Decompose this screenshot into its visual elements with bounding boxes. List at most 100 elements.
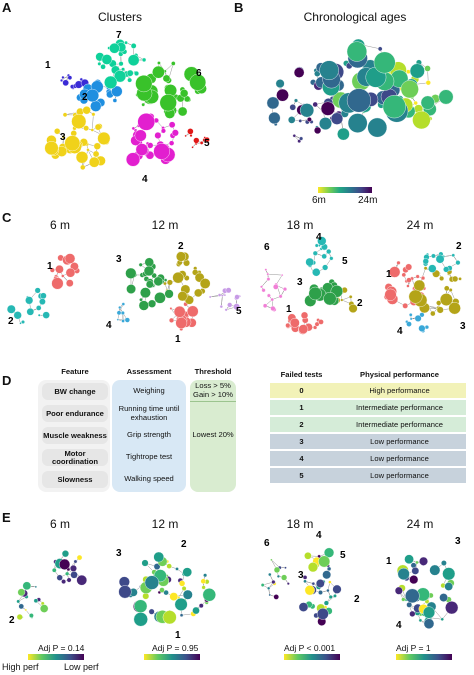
network-node: [112, 98, 118, 103]
network-node: [168, 140, 175, 146]
network-node: [160, 128, 166, 134]
network-node: [164, 289, 174, 299]
network-node: [65, 571, 70, 576]
panel-b-letter: B: [234, 0, 244, 15]
network-node: [66, 577, 72, 583]
network-node: [113, 70, 127, 83]
network-node: [124, 40, 128, 45]
network-node: [317, 236, 327, 246]
feature-slowness: Slowness: [42, 471, 108, 488]
physical-performance-cell: Low performance: [370, 454, 429, 463]
network-node: [227, 302, 233, 308]
network-node: [445, 601, 459, 615]
failed-tests-cell: 1: [299, 403, 304, 412]
network-node: [298, 119, 303, 123]
c6-label-1: 1: [47, 261, 53, 272]
network-node: [276, 574, 281, 578]
network-node: [412, 110, 431, 130]
network-node: [315, 579, 325, 588]
network-node: [286, 582, 290, 586]
network-node: [175, 567, 179, 571]
pvalue-24m: Adj P = 1: [396, 643, 431, 653]
network-node: [153, 276, 164, 287]
network-node: [266, 293, 271, 298]
c24-label-4: 4: [397, 326, 403, 337]
network-node: [430, 310, 436, 317]
network-node: [233, 303, 241, 311]
network-node: [189, 73, 207, 91]
panel-e-age-24m: 24 m: [406, 517, 434, 531]
network-node: [159, 587, 165, 593]
network-node: [39, 298, 46, 305]
network-node: [405, 263, 413, 271]
network-node: [16, 599, 21, 604]
network-node: [367, 117, 388, 138]
network-node: [266, 277, 271, 281]
network-node: [51, 277, 64, 290]
network-node: [287, 116, 296, 124]
c18-label-2: 2: [357, 298, 363, 309]
network-node: [37, 313, 41, 317]
network-node: [76, 574, 88, 586]
network-node: [125, 267, 137, 279]
network-node: [323, 547, 335, 558]
network-node: [34, 287, 41, 294]
e6-label-2: 2: [9, 615, 15, 626]
network-node: [19, 322, 22, 325]
age-colorbar: [318, 187, 372, 193]
network-node: [21, 320, 25, 324]
age-network: [266, 38, 454, 144]
network-node: [18, 603, 25, 610]
network-node: [425, 80, 431, 86]
network-node: [275, 79, 285, 89]
network-node: [415, 560, 419, 565]
network-node: [204, 136, 210, 143]
network-node: [83, 125, 89, 132]
network-node: [418, 618, 423, 623]
physical-performance-cell: High performance: [369, 386, 430, 395]
performance-row: 3 Low performance: [270, 434, 466, 449]
network-node: [82, 106, 91, 115]
physical-performance-cell: Intermediate performance: [356, 420, 443, 429]
network-node: [302, 575, 308, 580]
network-node: [147, 299, 157, 308]
network-node: [448, 302, 461, 315]
network-node: [424, 65, 431, 72]
network-node: [154, 292, 166, 304]
threshold-header: Threshold: [194, 367, 232, 376]
e18-label-3: 3: [298, 570, 304, 581]
network-node: [405, 588, 420, 604]
network-node: [120, 310, 125, 315]
network-node: [282, 287, 288, 292]
network-node: [187, 128, 194, 135]
network-node: [64, 135, 81, 152]
network-node: [104, 75, 118, 89]
network-node: [153, 143, 170, 160]
perf-colorbar-12m: [144, 654, 200, 660]
panel-a-network: 7 1 2 3 4 5 6: [44, 30, 210, 185]
network-node: [307, 562, 319, 573]
network-node: [148, 608, 155, 615]
network-node: [225, 287, 232, 294]
network-node: [192, 606, 200, 615]
network-node: [271, 579, 276, 585]
c12-label-2: 2: [178, 241, 184, 252]
network-node: [270, 558, 273, 562]
network-node: [97, 131, 111, 145]
network-node: [346, 88, 372, 113]
network-node: [121, 319, 125, 323]
physical-performance-cell: Intermediate performance: [356, 403, 443, 412]
network-node: [455, 260, 461, 266]
network-node: [133, 70, 140, 77]
network-node: [141, 102, 146, 107]
network-node: [109, 42, 120, 54]
network-node: [56, 574, 63, 581]
assessment-tightrope: Tightrope test: [125, 452, 173, 462]
c18-label-6: 6: [264, 242, 270, 253]
network-node: [428, 264, 437, 273]
network-node: [329, 256, 334, 261]
network-node: [166, 563, 172, 569]
network-node: [303, 579, 307, 584]
network-node: [260, 285, 263, 289]
feature-table: Feature Assessment Threshold BW change P…: [38, 367, 260, 495]
